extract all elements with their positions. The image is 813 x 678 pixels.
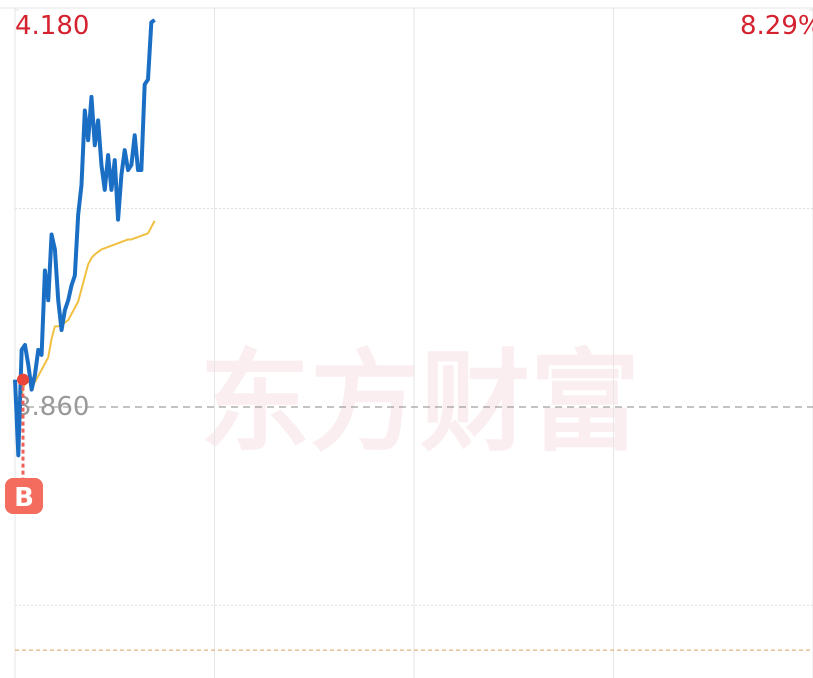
- y-tick-label: 3.860: [15, 392, 89, 422]
- y-tick-label: 4.180: [15, 11, 89, 41]
- watermark: 东方财富: [200, 338, 640, 466]
- marker-badge: [5, 478, 43, 514]
- marker-dot: [17, 373, 29, 386]
- marker-label: B: [14, 483, 34, 513]
- y2-tick-label: 8.29%: [740, 11, 813, 41]
- average-line: [14, 220, 156, 408]
- price-line: [13, 18, 156, 458]
